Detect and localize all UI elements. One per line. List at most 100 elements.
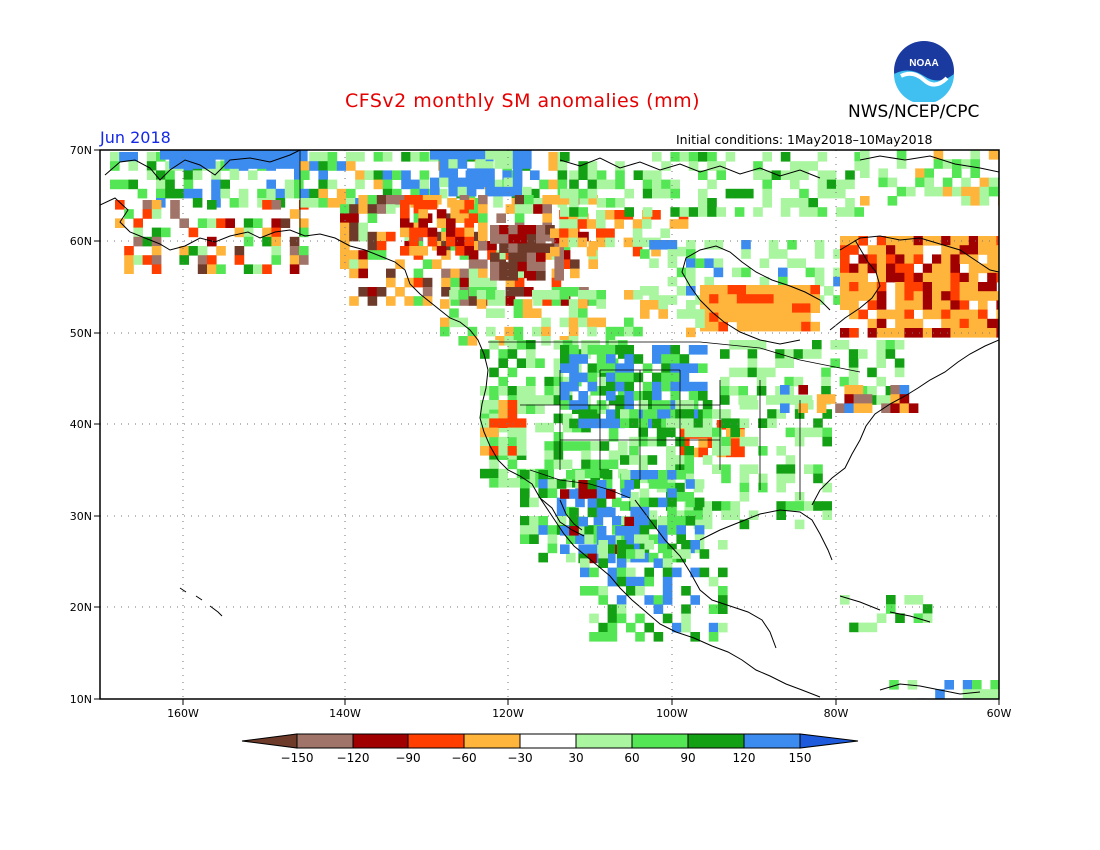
anomaly-cell [211,188,221,199]
anomaly-cell [895,263,905,274]
anomaly-cell [799,207,809,217]
anomaly-cell [694,534,705,544]
anomaly-cell [596,480,607,490]
anomaly-cell [633,372,644,383]
anomaly-cell [559,237,569,248]
anomaly-cell [299,255,309,265]
anomaly-cell [499,243,509,253]
anomaly-cell [858,272,868,283]
anomaly-cell [542,204,552,214]
anomaly-cell [436,209,447,219]
anomaly-cell [485,168,495,178]
anomaly-cell [886,254,896,264]
anomaly-cell [605,237,615,248]
anomaly-cell [667,249,678,259]
anomaly-cell [562,413,573,424]
anomaly-cell [887,196,898,206]
anomaly-cell [588,259,598,269]
anomaly-cell [890,385,900,395]
anomaly-cell [441,268,451,279]
anomaly-cell [485,177,495,188]
anomaly-cell [165,170,175,180]
anomaly-cell [718,540,728,550]
anomaly-cell [768,249,779,259]
anomaly-cell [904,263,914,274]
anomaly-cell [466,150,477,160]
anomaly-cell [808,198,818,208]
anomaly-cell [459,195,470,205]
anomaly-cell [782,303,793,313]
anomaly-cell [830,358,840,368]
anomaly-cell [119,152,129,162]
anomaly-cell [526,243,537,253]
anomaly-cell [336,188,347,199]
anomaly-cell [110,152,120,162]
anomaly-cell [478,259,488,269]
anomaly-cell [718,604,728,614]
anomaly-cell [183,179,194,190]
colorbar-label: −30 [507,751,532,765]
anomaly-cell [478,204,488,214]
anomaly-cell [932,272,942,283]
anomaly-cell [801,321,811,332]
anomaly-cell [670,381,680,392]
anomaly-cell [808,161,818,171]
anomaly-cell [422,287,433,297]
anomaly-cell [188,227,199,238]
anomaly-cell [700,294,710,304]
anomaly-cell [512,186,523,197]
anomaly-cell [782,285,793,295]
anomaly-cell [318,170,328,180]
anomaly-cell [667,497,677,508]
anomaly-cell [578,516,588,527]
anomaly-cell [568,237,578,248]
anomaly-cell [987,254,997,264]
anomaly-cell [686,286,696,296]
anomaly-cell [115,200,125,210]
anomaly-cell [318,179,328,190]
anomaly-cell [959,245,970,255]
anomaly-cell [693,510,704,520]
anomaly-cell [590,468,600,479]
anomaly-cell [257,198,267,208]
anomaly-cell [899,403,910,413]
anomaly-cell [700,285,710,295]
anomaly-cell [780,403,790,413]
anomaly-cell [987,272,997,283]
anomaly-cell [736,285,747,295]
anomaly-cell [530,188,540,199]
anomaly-cell [785,473,796,484]
anomaly-cell [959,318,970,329]
anomaly-cell [729,386,739,396]
anomaly-cell [886,328,896,338]
anomaly-cell [578,317,588,328]
anomaly-cell [300,161,310,171]
anomaly-cell [780,198,791,208]
anomaly-cell [698,447,708,458]
anomaly-cell [494,159,504,169]
anomaly-cell [676,470,686,480]
anomaly-cell [455,236,465,247]
anomaly-cell [959,254,970,264]
anomaly-cell [554,261,564,272]
anomaly-cell [793,395,804,405]
anomaly-cell [755,294,765,304]
anomaly-cell [271,218,281,228]
anomaly-cell [922,282,933,292]
anomaly-cell [346,161,356,171]
anomaly-cell [522,308,533,318]
anomaly-cell [418,246,428,256]
anomaly-cell [836,188,846,199]
anomaly-cell [410,188,420,199]
anomaly-cell [753,170,763,180]
anomaly-cell [596,507,607,518]
anomaly-cell [569,179,579,190]
anomaly-cell [349,213,359,223]
anomaly-cell [626,622,636,633]
anomaly-cell [885,349,896,359]
anomaly-cell [849,622,859,633]
anomaly-cell [661,354,671,364]
anomaly-cell [376,195,387,205]
anomaly-cell [607,613,618,624]
anomaly-cell [652,381,662,392]
